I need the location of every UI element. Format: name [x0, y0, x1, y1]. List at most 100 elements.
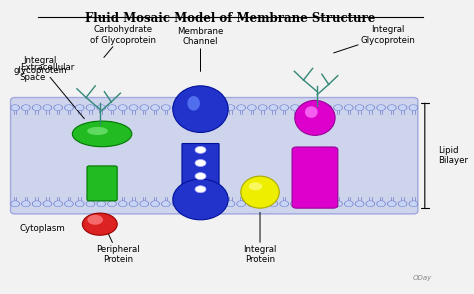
Circle shape [23, 202, 29, 206]
Circle shape [399, 201, 407, 206]
Circle shape [291, 201, 299, 206]
Circle shape [312, 105, 320, 110]
Circle shape [183, 105, 191, 110]
Circle shape [65, 105, 73, 110]
Circle shape [87, 106, 94, 110]
Circle shape [238, 106, 245, 110]
Circle shape [356, 106, 363, 110]
Circle shape [291, 105, 299, 110]
Circle shape [345, 105, 353, 110]
Circle shape [129, 201, 137, 206]
Circle shape [312, 201, 320, 206]
Circle shape [173, 106, 180, 110]
Ellipse shape [87, 127, 108, 135]
Circle shape [388, 105, 396, 110]
Circle shape [302, 106, 309, 110]
Circle shape [11, 201, 19, 206]
FancyBboxPatch shape [292, 147, 338, 208]
Ellipse shape [249, 182, 262, 190]
Circle shape [118, 201, 127, 206]
Circle shape [377, 105, 385, 110]
Circle shape [324, 202, 330, 206]
Circle shape [399, 105, 407, 110]
Circle shape [302, 202, 309, 206]
Circle shape [313, 106, 320, 110]
Circle shape [195, 146, 206, 153]
Circle shape [86, 201, 94, 206]
Text: Cytoplasm: Cytoplasm [20, 224, 65, 233]
Circle shape [44, 201, 52, 206]
Circle shape [227, 201, 235, 206]
Circle shape [227, 105, 235, 110]
Ellipse shape [241, 176, 279, 208]
Circle shape [335, 106, 341, 110]
Circle shape [184, 106, 191, 110]
Circle shape [270, 202, 277, 206]
Circle shape [281, 106, 287, 110]
Circle shape [195, 173, 206, 180]
Circle shape [323, 201, 331, 206]
Circle shape [292, 202, 298, 206]
Circle shape [87, 215, 103, 225]
Circle shape [140, 105, 148, 110]
Circle shape [410, 105, 418, 110]
FancyBboxPatch shape [87, 166, 117, 201]
Circle shape [367, 106, 374, 110]
Circle shape [76, 105, 84, 110]
Circle shape [65, 201, 73, 206]
Circle shape [163, 202, 169, 206]
Circle shape [44, 106, 51, 110]
Circle shape [55, 202, 62, 206]
Circle shape [108, 201, 116, 206]
Circle shape [227, 202, 234, 206]
Circle shape [195, 160, 206, 166]
Circle shape [97, 201, 105, 206]
Circle shape [366, 201, 374, 206]
Circle shape [109, 202, 115, 206]
Circle shape [410, 201, 418, 206]
Circle shape [302, 105, 310, 110]
Circle shape [87, 202, 94, 206]
Circle shape [86, 105, 94, 110]
Text: Membrane
Channel: Membrane Channel [177, 27, 224, 71]
Text: ODay: ODay [413, 275, 432, 281]
Circle shape [249, 106, 255, 110]
Circle shape [248, 105, 256, 110]
Ellipse shape [295, 101, 335, 135]
Circle shape [98, 106, 104, 110]
Circle shape [33, 201, 41, 206]
Circle shape [163, 106, 169, 110]
Circle shape [162, 105, 170, 110]
Circle shape [152, 202, 158, 206]
Circle shape [313, 202, 320, 206]
Circle shape [34, 106, 40, 110]
Circle shape [346, 106, 352, 110]
Text: Lipid
Bilayer: Lipid Bilayer [438, 146, 468, 166]
Circle shape [292, 106, 298, 110]
Circle shape [388, 201, 396, 206]
Circle shape [54, 105, 62, 110]
Circle shape [334, 105, 342, 110]
Circle shape [129, 105, 137, 110]
Circle shape [227, 106, 234, 110]
Text: Integral
Glycoprotein: Integral Glycoprotein [334, 25, 416, 53]
Circle shape [345, 201, 353, 206]
Circle shape [269, 105, 277, 110]
Circle shape [259, 201, 267, 206]
Circle shape [400, 106, 406, 110]
Circle shape [195, 186, 206, 193]
Circle shape [205, 105, 213, 110]
Circle shape [98, 202, 104, 206]
Circle shape [119, 202, 126, 206]
Circle shape [151, 105, 159, 110]
Ellipse shape [173, 86, 228, 132]
Circle shape [356, 201, 364, 206]
Ellipse shape [173, 179, 228, 220]
Circle shape [12, 106, 18, 110]
Circle shape [237, 201, 245, 206]
Circle shape [109, 106, 115, 110]
Text: Integral
Protein: Integral Protein [243, 212, 277, 264]
Circle shape [44, 105, 52, 110]
Circle shape [206, 106, 212, 110]
Circle shape [378, 106, 384, 110]
